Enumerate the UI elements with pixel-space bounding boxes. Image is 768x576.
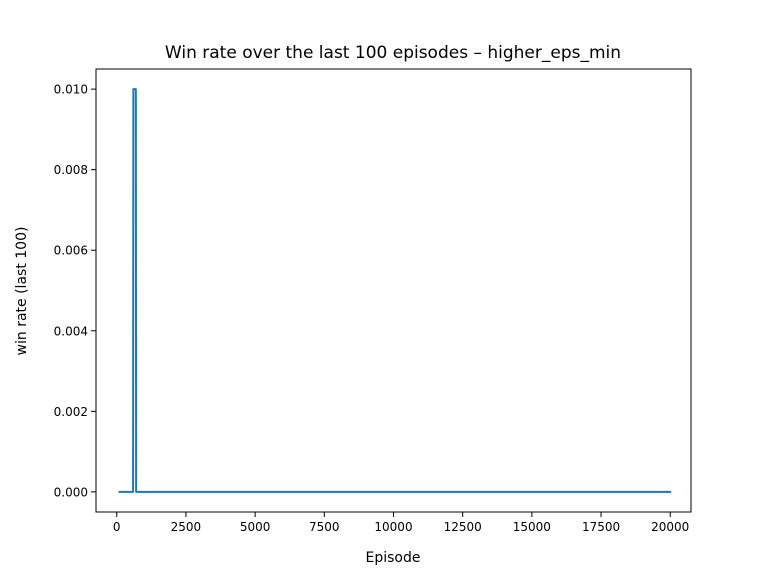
x-tick-label: 7500 xyxy=(309,520,340,534)
plot-area: 0 2500 5000 7500 10000 12500 15000 17500 20000 0.… xyxy=(54,68,692,534)
y-tick-label: 0.002 xyxy=(54,405,88,419)
x-tick-label: 5000 xyxy=(240,520,271,534)
y-tick-label: 0.000 xyxy=(54,485,88,499)
y-tick-label: 0.006 xyxy=(54,244,88,258)
x-axis-label: Episode xyxy=(366,550,421,566)
x-tick-label: 17500 xyxy=(582,520,620,534)
x-tick-label: 12500 xyxy=(444,520,482,534)
chart-title: Win rate over the last 100 episodes – hi… xyxy=(165,43,621,63)
x-tick-label: 10000 xyxy=(374,520,412,534)
y-tick-label: 0.008 xyxy=(54,163,88,177)
x-tick-label: 15000 xyxy=(513,520,551,534)
x-tick-label: 2500 xyxy=(171,520,202,534)
y-tick-label: 0.004 xyxy=(54,324,88,338)
series-line-0 xyxy=(118,88,672,493)
x-tick-label: 0 xyxy=(113,520,121,534)
x-tick-label: 20000 xyxy=(651,520,689,534)
y-axis-label: win rate (last 100) xyxy=(14,227,30,356)
y-tick-label: 0.010 xyxy=(54,83,88,97)
